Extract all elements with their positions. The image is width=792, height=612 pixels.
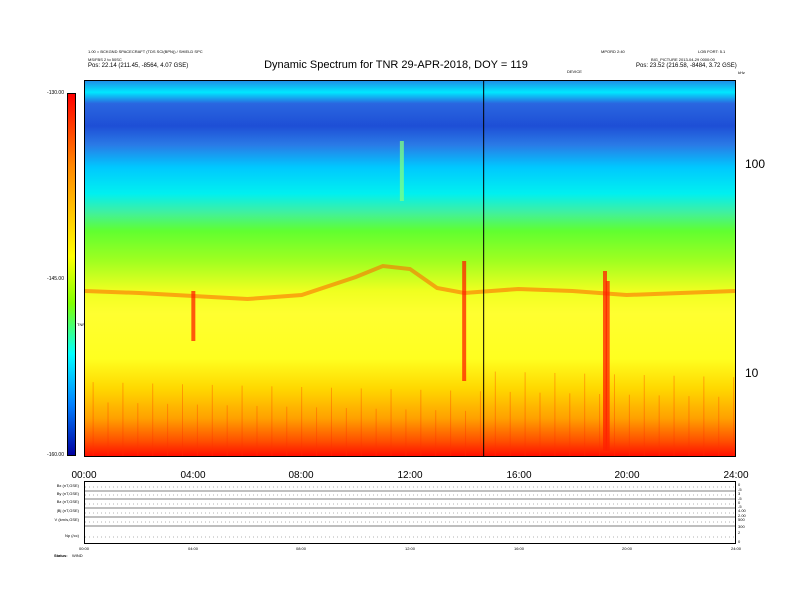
spectral-feature [603, 271, 607, 451]
position-left: Pos: 22.14 (211.45, -8564, 4.07 GSE) [88, 63, 189, 69]
tnr-side-label: TNR [77, 322, 86, 327]
panel-label: V (km/s,GSE) [54, 517, 79, 522]
colorbar-tick-label: -160.00 [47, 452, 64, 458]
lower-x-tick: 24:00 [730, 546, 741, 551]
header-info-right-1: MPORD 2:40 [601, 49, 625, 54]
colorbar-tick-label: -130.00 [47, 90, 64, 96]
panel-right-tick: 2.00 [738, 513, 746, 518]
x-tick-label: 20:00 [614, 470, 640, 481]
panel-label: Bz (nT,GSE) [56, 499, 79, 504]
spectral-feature [399, 141, 404, 201]
x-tick-label: 16:00 [506, 470, 532, 481]
status-label: Status: [54, 553, 68, 558]
panel-label: By (nT,GSE) [56, 491, 79, 496]
lower-x-tick: 12:00 [404, 546, 415, 551]
panel-right-tick: 500 [738, 517, 745, 522]
x-tick-label: 04:00 [180, 470, 206, 481]
lower-x-tick: 04:00 [187, 546, 198, 551]
spectral-feature [605, 281, 610, 451]
x-tick-label: 24:00 [723, 470, 749, 481]
lower-x-tick: 00:00 [78, 546, 89, 551]
spectrogram-plot [84, 80, 736, 457]
header-info-line-2: MS/FBS 2 to 50SC [88, 57, 122, 62]
position-right: Pos: 23.52 (216.58, -8484, 3.72 GSE) [636, 63, 737, 69]
spectral-feature [191, 291, 196, 341]
x-tick-label: 08:00 [288, 470, 314, 481]
panel-right-tick: 3 [738, 491, 741, 496]
panel-right-tick: 4.00 [738, 508, 746, 513]
lower-x-tick: 16:00 [513, 546, 524, 551]
y-tick-label: 10 [745, 366, 759, 380]
chart-title: Dynamic Spectrum for TNR 29-APR-2018, DO… [264, 59, 528, 71]
panel-right-tick: 2 [738, 530, 741, 535]
panel-right-tick: -5 [738, 496, 742, 501]
y-tick-label: 100 [745, 157, 766, 171]
panel-label: |B| (nT,GSE) [56, 508, 79, 513]
panel-label: Np (/cc) [65, 533, 79, 538]
panel-right-tick: -5 [738, 504, 742, 509]
device-label: DEVICE [567, 69, 582, 74]
unit-label: kHz [738, 70, 745, 75]
x-tick-label: 12:00 [397, 470, 423, 481]
panel-right-tick: -5 [738, 487, 742, 492]
panel-right-tick: 0 [738, 539, 741, 544]
header-info-right-2: LOB FORT: 5.1 [698, 49, 726, 54]
colorbar-tick-label: -145.00 [47, 276, 64, 282]
solar-wind-panels [84, 481, 736, 544]
panel-right-tick: 0 [738, 500, 741, 505]
x-tick-label: 00:00 [71, 470, 97, 481]
lower-x-tick: 20:00 [621, 546, 632, 551]
status-value: WIND [72, 553, 83, 558]
colorbar [67, 93, 76, 456]
lower-x-tick: 08:00 [295, 546, 306, 551]
header-info-right-3: BIG_PICTURE 2013-04-29 0000:00 [651, 57, 715, 62]
panel-label: Bx (nT,GSE) [56, 483, 79, 488]
panel-right-tick: 300 [738, 524, 745, 529]
spectral-feature [462, 261, 467, 381]
panel-right-tick: 0 [738, 482, 741, 487]
header-info-line-1: 1.00 = BCKGND SPACECRAFT (TDS SCI(BPN)) … [88, 49, 203, 54]
